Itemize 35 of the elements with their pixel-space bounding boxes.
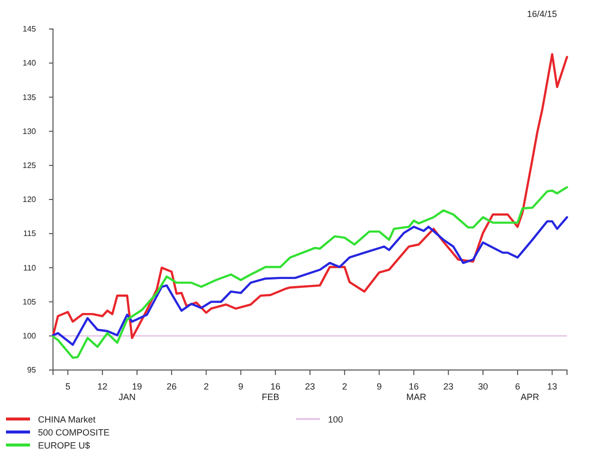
text: MAR xyxy=(406,392,427,402)
x-tick-label: 16 xyxy=(270,382,280,392)
x-tick-label: 12 xyxy=(97,382,108,392)
legend-label: 500 COMPOSITE xyxy=(38,428,110,438)
x-tick-label: 26 xyxy=(166,382,177,392)
x-tick-label: 23 xyxy=(304,382,316,392)
legend-label: 100 xyxy=(328,414,344,424)
x-tick-label: 13 xyxy=(547,382,558,392)
x-tick-label: 9 xyxy=(376,382,382,392)
x-tick-label: 23 xyxy=(443,382,454,392)
y-tick-label: 130 xyxy=(22,126,37,136)
legend-label: CHINA Market xyxy=(38,414,96,424)
y-tick-label: 100 xyxy=(22,331,37,340)
y-tick-label: 125 xyxy=(22,160,37,170)
y-tick-label: 145 xyxy=(22,24,37,34)
x-tick-label: 2 xyxy=(342,382,348,392)
legend-label: EUROPE U$ xyxy=(38,440,90,450)
x-tick-label: 30 xyxy=(478,382,488,392)
text: JAN xyxy=(118,392,136,402)
x-tick-label: 6 xyxy=(515,382,520,392)
y-tick-label: 135 xyxy=(22,92,37,102)
y-tick-label: 140 xyxy=(22,58,37,68)
x-tick-label: 5 xyxy=(65,382,70,392)
x-tick-label: 19 xyxy=(132,382,142,392)
y-tick-label: 105 xyxy=(22,297,37,306)
x-tick-label: 9 xyxy=(238,382,244,392)
text: 16/4/15 xyxy=(526,9,557,19)
y-tick-label: 115 xyxy=(23,229,37,238)
y-tick-label: 110 xyxy=(23,263,37,272)
text: FEB xyxy=(262,392,280,402)
y-tick-label: 95 xyxy=(27,366,37,375)
x-tick-label: 16 xyxy=(408,382,419,392)
y-tick-label: 120 xyxy=(22,195,37,204)
text: APR xyxy=(520,392,540,402)
x-tick-label: 2 xyxy=(204,382,209,392)
